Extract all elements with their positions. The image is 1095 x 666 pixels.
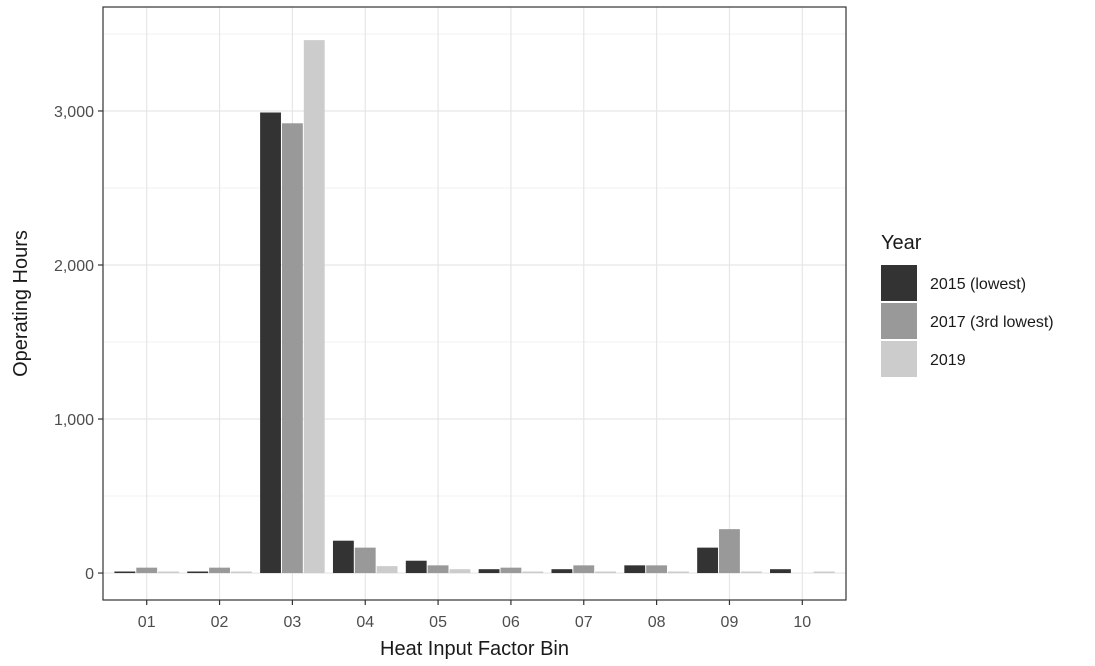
plot-panel-border	[102, 6, 847, 601]
bar-08-series-2	[646, 565, 668, 574]
legend-items: 2015 (lowest) 2017 (3rd lowest) 2019	[881, 265, 1054, 377]
bar-04-series-3	[376, 566, 398, 574]
x-tick-label: 09	[721, 614, 739, 631]
bar-10-series-1	[770, 569, 791, 574]
bars	[114, 40, 835, 574]
bar-01-series-2	[136, 567, 158, 574]
bar-07-series-2	[573, 565, 595, 574]
y-tick-label: 0	[85, 566, 94, 583]
bar-06-series-1	[478, 569, 500, 574]
grid-major	[103, 7, 846, 600]
bar-02-series-2	[209, 567, 230, 574]
legend-title: Year	[881, 232, 922, 254]
bar-04-series-2	[354, 547, 376, 574]
legend-label: 2017 (3rd lowest)	[930, 314, 1054, 331]
y-tick-label: 1,000	[54, 412, 94, 429]
x-tick-label: 04	[356, 614, 374, 631]
bar-07-series-1	[551, 569, 573, 574]
legend-swatch	[881, 341, 917, 377]
bar-03-series-2	[281, 123, 303, 574]
legend-swatch	[881, 265, 917, 301]
bar-10-series-3	[813, 571, 835, 574]
bar-01-series-3	[158, 571, 179, 574]
legend-label: 2015 (lowest)	[930, 276, 1026, 293]
bar-09-series-3	[740, 571, 762, 574]
x-tick-label: 02	[211, 614, 229, 631]
x-tick-label: 05	[429, 614, 447, 631]
bar-09-series-2	[719, 529, 740, 574]
x-tick-label: 03	[283, 614, 301, 631]
bar-06-series-3	[522, 571, 544, 574]
bar-09-series-1	[697, 547, 719, 574]
x-tick-label: 06	[502, 614, 520, 631]
legend: Year 2015 (lowest) 2017 (3rd lowest) 2019	[881, 232, 1054, 377]
x-tick-label: 08	[648, 614, 666, 631]
x-tick-label: 07	[575, 614, 593, 631]
bar-05-series-3	[449, 569, 471, 574]
legend-swatch	[881, 303, 917, 339]
x-tick-label: 10	[793, 614, 811, 631]
y-tick-label: 3,000	[54, 104, 94, 121]
legend-label: 2019	[930, 352, 966, 369]
x-tick-labels: 01 02 03 04 05 06 07 08 09 10	[138, 614, 811, 631]
bar-05-series-2	[427, 565, 449, 574]
y-tick-labels: 0 1,000 2,000 3,000	[54, 104, 94, 583]
bar-04-series-1	[332, 540, 354, 574]
bar-01-series-1	[114, 571, 136, 574]
bar-07-series-3	[595, 571, 617, 574]
y-tick-label: 2,000	[54, 258, 94, 275]
x-axis-title: Heat Input Factor Bin	[380, 638, 569, 660]
bar-08-series-3	[668, 571, 689, 574]
grid-minor	[103, 33, 846, 497]
bar-03-series-1	[260, 112, 281, 574]
bar-06-series-2	[500, 567, 522, 574]
x-tick-label: 01	[138, 614, 156, 631]
bar-08-series-1	[624, 565, 646, 574]
bar-02-series-3	[230, 571, 252, 574]
axis-ticks	[98, 110, 803, 605]
bar-03-series-3	[303, 40, 325, 574]
bar-05-series-1	[405, 560, 427, 574]
bar-02-series-1	[187, 571, 209, 574]
y-axis-title: Operating Hours	[10, 230, 32, 377]
